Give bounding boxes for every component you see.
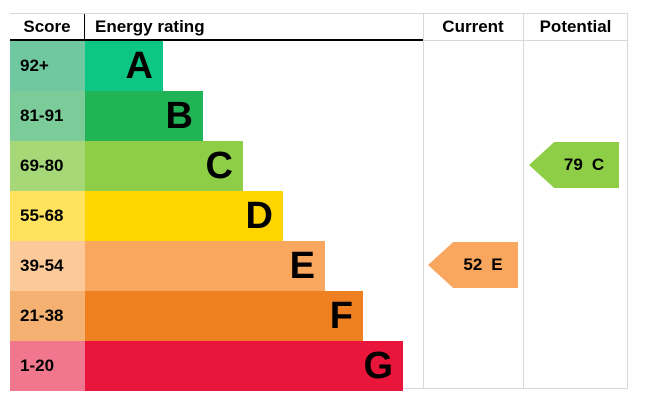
band-bar-d: D <box>85 191 283 241</box>
band-row: 55-68 D <box>10 191 628 241</box>
grid-line-potential-left <box>523 14 524 388</box>
band-bar-b: B <box>85 91 203 141</box>
band-row: 1-20 G <box>10 341 628 391</box>
band-row: 39-54 E <box>10 241 628 291</box>
band-score-label: 81-91 <box>10 91 85 141</box>
band-bar-g: G <box>85 341 403 391</box>
header-current: Current <box>442 17 504 36</box>
header-potential: Potential <box>539 17 612 36</box>
band-score-label: 21-38 <box>10 291 85 341</box>
header-underline-dark <box>10 39 423 41</box>
band-row: 21-38 F <box>10 291 628 341</box>
band-score-label: 69-80 <box>10 141 85 191</box>
grid-line-right-edge <box>627 14 628 388</box>
current-rating-letter: E <box>491 255 503 274</box>
band-row: 69-80 C <box>10 141 628 191</box>
band-bar-c: C <box>85 141 243 191</box>
band-score-label: 39-54 <box>10 241 85 291</box>
band-bar-f: F <box>85 291 363 341</box>
band-score-label: 1-20 <box>10 341 85 391</box>
header-score: Score <box>10 14 85 40</box>
band-bar-a: A <box>85 41 163 91</box>
grid-line-current-left <box>423 14 424 388</box>
potential-rating-letter: C <box>591 155 605 174</box>
header-energy-rating: Energy rating <box>95 17 205 36</box>
chart-header-row: Score Energy rating Current Potential <box>10 14 628 40</box>
band-score-label: 92+ <box>10 41 85 91</box>
band-bar-e: E <box>85 241 325 291</box>
epc-rating-chart: Score Energy rating Current Potential 92… <box>10 13 628 391</box>
band-row: 81-91 B <box>10 91 628 141</box>
band-rows: 92+ A 81-91 B 69-80 C 55-68 D 39-54 E 21… <box>10 41 628 391</box>
current-rating-value: 52 <box>463 255 483 274</box>
band-row: 92+ A <box>10 41 628 91</box>
band-score-label: 55-68 <box>10 191 85 241</box>
potential-rating-value: 79 <box>563 155 583 174</box>
header-underline-light <box>423 40 628 41</box>
